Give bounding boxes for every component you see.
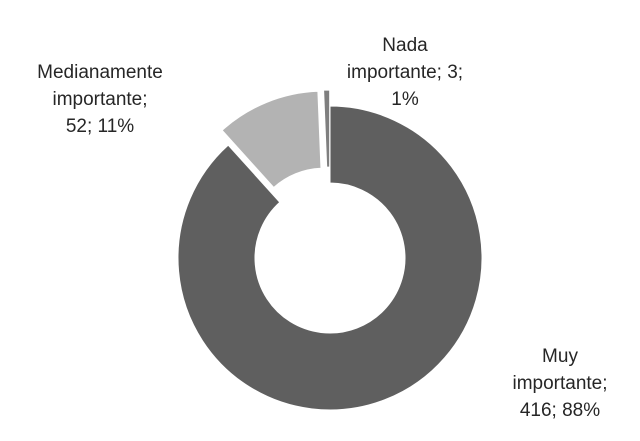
slice-medianamente-importante [221,90,322,189]
label-medianamente-importante: Medianamente importante; 52; 11% [37,62,163,137]
slice-muy-importante [177,105,483,411]
label-muy-importante: Muy importante; 416; 88% [512,346,608,421]
label-nada-importante: Nada importante; 3; 1% [346,35,464,110]
slice-nada-importante [323,89,331,168]
